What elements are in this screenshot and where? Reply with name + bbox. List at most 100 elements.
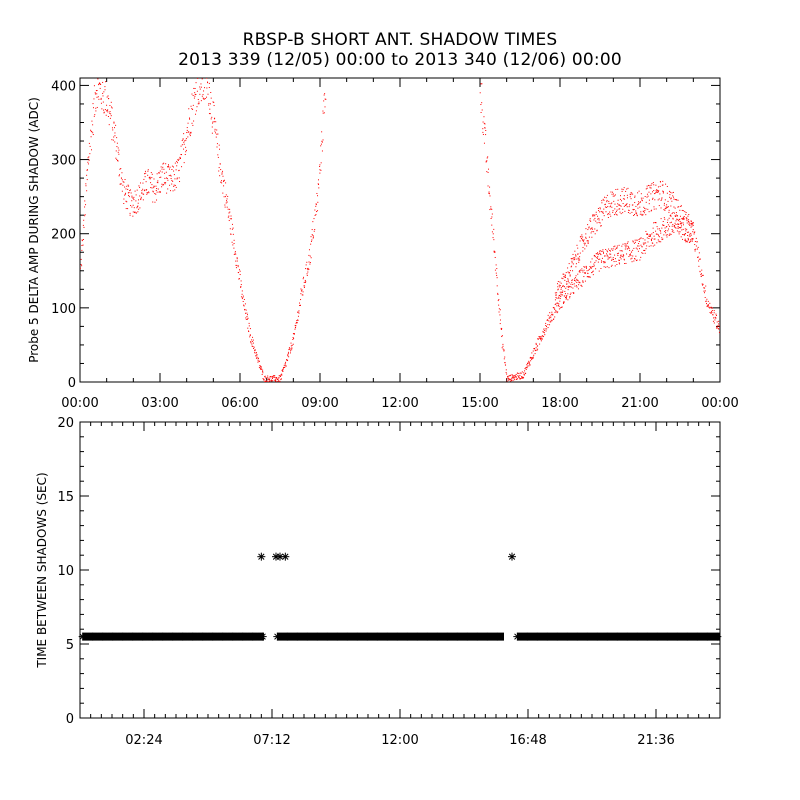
data-point	[577, 273, 579, 275]
data-point	[638, 245, 640, 247]
data-point	[528, 365, 530, 367]
data-point	[645, 248, 647, 250]
data-point	[186, 132, 188, 134]
data-point	[632, 255, 634, 257]
data-point	[710, 307, 712, 309]
data-point	[510, 380, 512, 382]
data-point	[211, 116, 213, 118]
data-point	[528, 360, 530, 362]
data-point	[549, 324, 551, 326]
data-point	[554, 292, 556, 294]
data-point	[664, 199, 666, 201]
data-point	[567, 271, 569, 273]
data-point	[251, 345, 253, 347]
data-point	[653, 238, 655, 240]
data-point	[119, 168, 121, 170]
data-point	[107, 109, 109, 111]
data-point	[514, 377, 516, 379]
data-point	[177, 159, 179, 161]
data-point	[616, 247, 618, 249]
data-point	[504, 364, 506, 366]
data-point	[511, 374, 513, 376]
data-point	[638, 239, 640, 241]
asterisk-point	[663, 632, 672, 641]
data-point	[289, 350, 291, 352]
data-point	[242, 295, 244, 297]
data-point	[548, 320, 550, 322]
data-point	[88, 156, 90, 158]
data-point	[185, 151, 187, 153]
data-point	[309, 255, 311, 257]
data-point	[491, 231, 493, 233]
data-point	[255, 355, 257, 357]
data-point	[521, 377, 523, 379]
data-point	[271, 378, 273, 380]
data-point	[301, 290, 303, 292]
data-point	[594, 215, 596, 217]
data-point	[704, 287, 706, 289]
data-point	[91, 131, 93, 133]
asterisk-point	[683, 632, 692, 641]
data-point	[591, 236, 593, 238]
data-point	[661, 227, 663, 229]
data-point	[278, 377, 280, 379]
data-point	[608, 257, 610, 259]
data-point	[667, 206, 669, 208]
asterisk-point	[148, 632, 157, 641]
data-point	[684, 211, 686, 213]
data-point	[257, 357, 259, 359]
data-point	[264, 380, 266, 382]
data-point	[150, 172, 152, 174]
data-point	[275, 380, 277, 382]
data-point	[159, 170, 161, 172]
data-point	[622, 256, 624, 258]
data-point	[231, 223, 233, 225]
data-point	[81, 240, 83, 242]
data-point	[598, 217, 600, 219]
data-point	[606, 250, 608, 252]
data-point	[116, 142, 118, 144]
data-point	[281, 373, 283, 375]
data-point	[187, 136, 189, 138]
data-point	[672, 191, 674, 193]
data-point	[262, 372, 264, 374]
data-point	[149, 177, 151, 179]
data-point	[621, 200, 623, 202]
data-point	[539, 336, 541, 338]
data-point	[634, 239, 636, 241]
data-point	[642, 214, 644, 216]
data-point	[691, 240, 693, 242]
data-point	[673, 225, 675, 227]
data-point	[175, 186, 177, 188]
data-point	[206, 87, 208, 89]
data-point	[578, 271, 580, 273]
data-point	[646, 245, 648, 247]
data-point	[689, 233, 691, 235]
data-point	[94, 114, 96, 116]
data-point	[288, 347, 290, 349]
data-point	[636, 248, 638, 250]
data-point	[92, 103, 94, 105]
data-point	[496, 285, 498, 287]
data-point	[118, 175, 120, 177]
data-point	[682, 234, 684, 236]
data-point	[571, 262, 573, 264]
data-point	[140, 196, 142, 198]
data-point	[518, 376, 520, 378]
data-point	[298, 312, 300, 314]
data-point	[194, 92, 196, 94]
bottom-x-tick-label: 21:36	[637, 733, 674, 748]
data-point	[670, 198, 672, 200]
data-point	[516, 378, 518, 380]
data-point	[581, 238, 583, 240]
data-point	[629, 193, 631, 195]
data-point	[607, 256, 609, 258]
data-point	[563, 276, 565, 278]
data-point	[652, 227, 654, 229]
data-point	[604, 196, 606, 198]
data-point	[248, 330, 250, 332]
asterisk-point	[463, 632, 472, 641]
data-point	[84, 215, 86, 217]
data-point	[581, 270, 583, 272]
data-point	[613, 246, 615, 248]
